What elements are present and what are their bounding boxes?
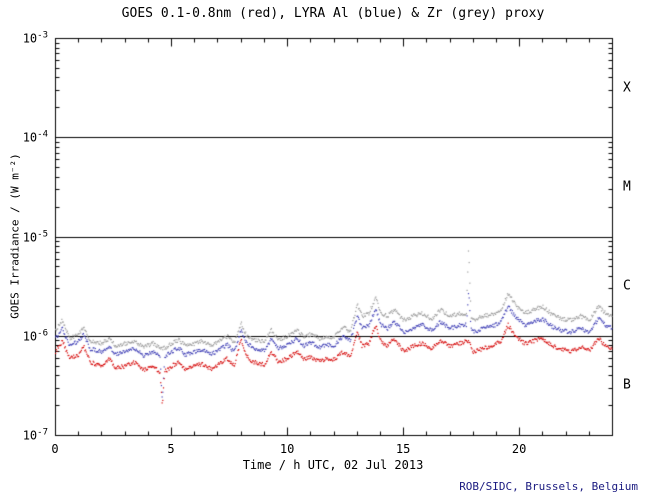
x-tick-label: 10 <box>279 442 295 456</box>
x-tick-label: 0 <box>51 442 59 456</box>
x-tick-label: 15 <box>395 442 411 456</box>
flare-class-label-b: B <box>623 377 631 393</box>
y-tick-label: 10-7 <box>22 427 48 443</box>
y-tick-label: 10-6 <box>22 328 48 344</box>
x-axis-label: Time / h UTC, 02 Jul 2013 <box>242 458 424 472</box>
y-tick-label: 10-5 <box>22 229 48 244</box>
flare-class-label-c: C <box>623 278 631 294</box>
flare-class-label-x: X <box>623 80 631 96</box>
y-axis-label: GOES Irradiance / (W m⁻²) <box>8 153 22 319</box>
x-tick-label: 5 <box>167 442 175 456</box>
chart-title: GOES 0.1-0.8nm (red), LYRA Al (blue) & Z… <box>121 6 545 21</box>
x-tick-label: 20 <box>511 442 527 456</box>
y-tick-label: 10-4 <box>22 129 48 145</box>
credit-text: ROB/SIDC, Brussels, Belgium <box>459 480 638 493</box>
flare-class-label-m: M <box>623 179 631 195</box>
y-tick-label: 10-3 <box>22 30 48 46</box>
